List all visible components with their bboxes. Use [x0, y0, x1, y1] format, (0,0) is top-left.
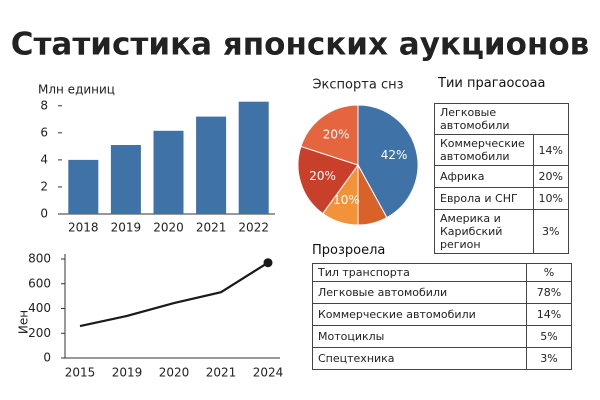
- y-tick-label: 800: [28, 252, 51, 266]
- slice-label: 10%: [333, 193, 360, 207]
- table-cell: Мотоциклы: [311, 325, 528, 348]
- table-title: Тии прагаосоаа: [438, 76, 546, 91]
- slice-label: 20%: [323, 127, 350, 141]
- pie-slice: [300, 104, 359, 166]
- slice-label: 42%: [381, 148, 408, 162]
- line: [79, 261, 269, 328]
- table: Тил транспорта% Легковые автомобили 78% Ком…: [311, 263, 572, 370]
- y-tick-label: 8: [40, 98, 48, 112]
- table-row: Коммерческие автомобили 14%: [311, 303, 572, 326]
- table-cell: 14%: [526, 303, 572, 326]
- y-tick-label: 0: [43, 351, 51, 365]
- x-tick-label: 2020: [153, 221, 184, 235]
- x-tick-label: 2022: [238, 221, 269, 235]
- table-row: Мотоциклы 5%: [311, 325, 572, 348]
- table-row: Легковые автомобили: [434, 103, 569, 135]
- x-tick-label: 2015: [65, 366, 96, 380]
- table-cell: Африка: [434, 165, 534, 188]
- table-title: Прозроела: [312, 243, 386, 258]
- table: Легковые автомобили Коммерческие автомоби…: [434, 103, 570, 254]
- x-tick-label: 2018: [68, 221, 99, 235]
- y-tick-label: 4: [40, 152, 48, 166]
- x-tick-label: 2021: [196, 221, 227, 235]
- table-row: Америка и Карибский регион 3%: [434, 209, 570, 254]
- x-tick-label: 2019: [111, 221, 142, 235]
- table-cell: Спецтехника: [311, 347, 528, 370]
- y-tick-label: 600: [28, 276, 51, 290]
- y-tick-label: 2: [40, 179, 48, 193]
- x-tick-label: 2024: [253, 366, 284, 380]
- y-tick-label: 200: [28, 326, 51, 340]
- pie-slice: [357, 104, 419, 219]
- point: [263, 258, 273, 268]
- page-title: Статистика японских аукционов: [11, 27, 590, 63]
- table-cell: Легковые автомобили: [434, 103, 569, 135]
- table-cell: Коммерческие автомобили: [434, 134, 534, 166]
- bar: [153, 130, 184, 214]
- table-cell: Америка и Карибский регион: [434, 209, 534, 254]
- y-axis-label: Млн единиц: [38, 83, 115, 97]
- table-cell: 78%: [526, 281, 572, 304]
- x-tick-label: 2021: [206, 366, 237, 380]
- pie-title: Экспорта снз: [312, 78, 403, 93]
- y-tick-label: 0: [40, 207, 48, 221]
- table-row: Спецтехника 3%: [311, 347, 572, 370]
- table-cell: 20%: [532, 165, 570, 188]
- table-cell: 14%: [532, 134, 570, 166]
- bar: [68, 159, 99, 214]
- table-cell: 5%: [526, 325, 572, 348]
- table-cell: 10%: [532, 187, 570, 210]
- table-cell: 3%: [532, 209, 570, 254]
- x-tick-label: 2020: [159, 366, 190, 380]
- table-row: Тил транспорта%: [311, 263, 572, 282]
- y-tick-label: 400: [28, 301, 51, 315]
- bar: [196, 116, 227, 214]
- table-cell: 3%: [526, 347, 572, 370]
- table-cell: Легковые автомобили: [311, 281, 528, 304]
- table-row: Еврола и СНГ 10%: [434, 187, 570, 210]
- table-cell: Тил транспорта: [311, 263, 528, 282]
- table-cell: Коммерческие автомобили: [311, 303, 528, 326]
- bar: [238, 101, 269, 214]
- table-cell: Еврола и СНГ: [434, 187, 534, 210]
- y-tick-label: 6: [40, 125, 48, 139]
- bar: [110, 145, 141, 214]
- y-axis-label: Иен: [17, 310, 31, 334]
- x-tick-label: 2019: [112, 366, 143, 380]
- table-row: Африка 20%: [434, 165, 570, 188]
- slice-label: 20%: [309, 169, 336, 183]
- table-row: Коммерческие автомобили 14%: [434, 134, 570, 166]
- pie-slice: [297, 145, 359, 215]
- table-row: Легковые автомобили 78%: [311, 281, 572, 304]
- table-cell: %: [526, 263, 572, 282]
